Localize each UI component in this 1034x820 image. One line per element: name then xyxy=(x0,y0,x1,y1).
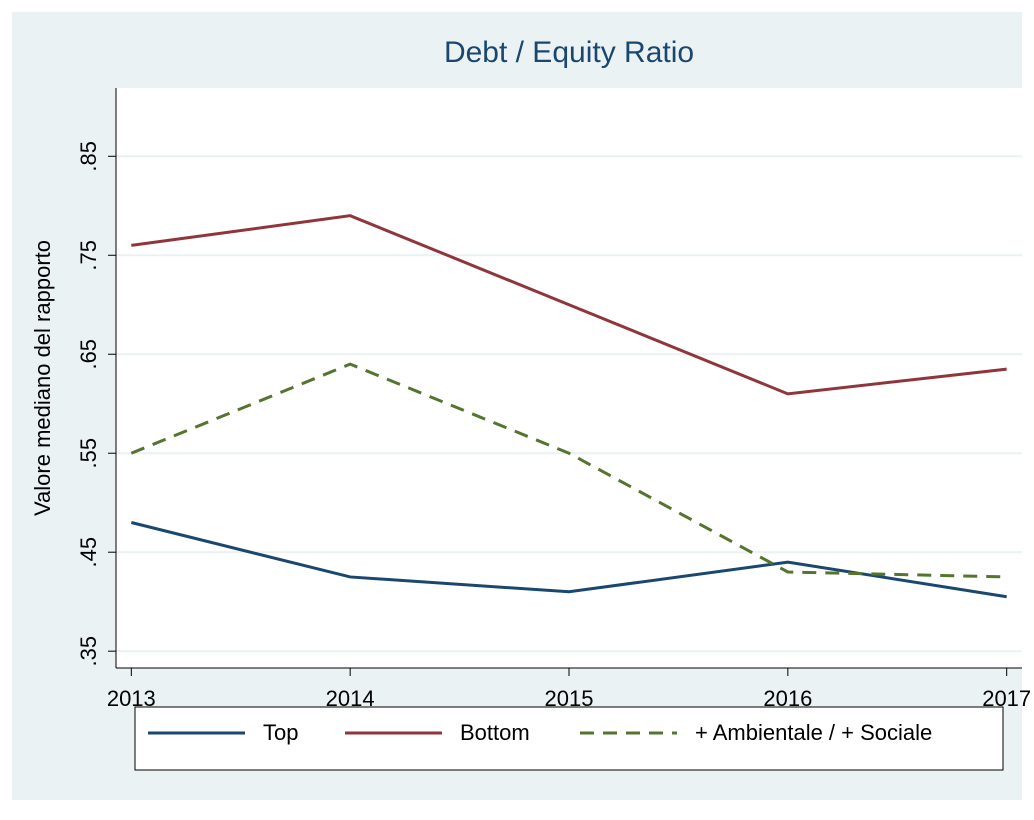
x-tick-label: 2016 xyxy=(763,686,812,711)
x-tick-label: 2013 xyxy=(107,686,156,711)
series-line xyxy=(131,214,1007,396)
legend xyxy=(134,706,1004,771)
legend-label: Top xyxy=(263,720,298,745)
y-tick-label: .75 xyxy=(76,240,101,271)
plot-region xyxy=(116,88,1022,668)
y-tick-label: .55 xyxy=(76,438,101,469)
y-tick-label: .85 xyxy=(76,141,101,172)
x-tick-label: 2015 xyxy=(545,686,594,711)
x-tick-label: 2017 xyxy=(982,686,1031,711)
legend-label: Bottom xyxy=(460,720,530,745)
y-tick-label: .35 xyxy=(76,636,101,667)
y-tick-label: .45 xyxy=(76,537,101,568)
chart-title: Debt / Equity Ratio xyxy=(444,36,694,69)
y-tick-label: .65 xyxy=(76,339,101,370)
legend-label: + Ambientale / + Sociale xyxy=(695,720,932,745)
y-axis-label: Valore mediano del rapporto xyxy=(30,240,55,516)
series-line xyxy=(130,362,1007,579)
x-tick-label: 2014 xyxy=(326,686,375,711)
